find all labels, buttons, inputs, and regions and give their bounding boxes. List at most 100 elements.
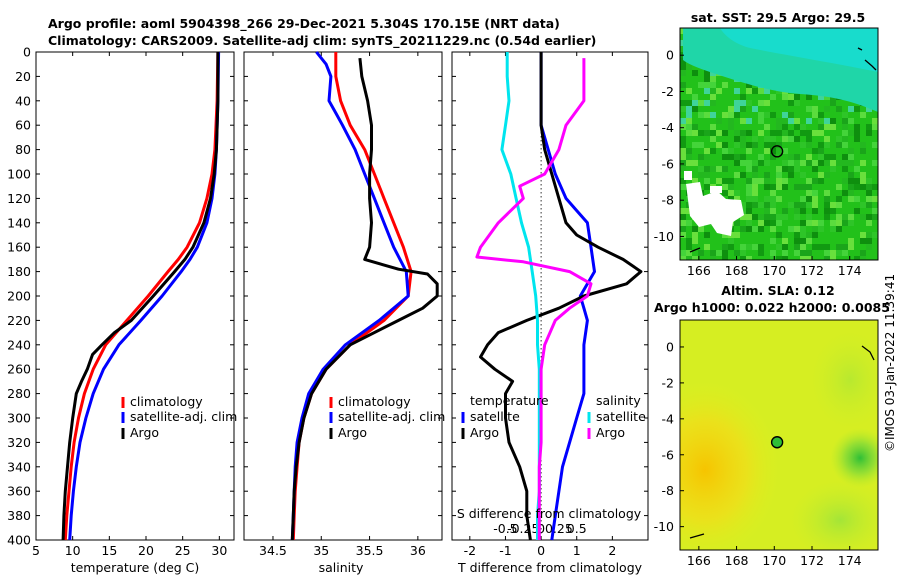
x-tick-label: 35.5: [356, 543, 384, 558]
y-tick-label: 100: [7, 167, 31, 182]
salinity-xlabel: salinity: [319, 560, 364, 575]
map-y-tick-label: -10: [654, 519, 674, 534]
map-y-tick-label: -10: [654, 229, 674, 244]
y-tick-label: 360: [7, 484, 31, 499]
map-y-tick-label: -4: [662, 411, 675, 426]
series-line-argo: [61, 52, 220, 541]
temperature-panel: 0 20 40 60 80 100 120 140 160 180 200 220 240 260 280 3…: [7, 45, 237, 576]
salinity-panel: 34.5 35 35.5 36 salinity climatology satell…: [243, 51, 445, 575]
difference-xlabel-salinity: S difference from climatology: [457, 506, 642, 521]
series-line-t-satellite: [539, 52, 596, 541]
x2-tick-label: -0.25: [507, 521, 539, 536]
sla-map-title: Altim. SLA: 0.12: [721, 283, 834, 298]
legend-label-s-satellite: satellite: [596, 409, 646, 424]
y-tick-label: 80: [15, 142, 31, 157]
y-tick-label: 320: [7, 435, 31, 450]
y-tick-label: 400: [7, 533, 31, 548]
x-tick-label: 15: [101, 543, 117, 558]
y-tick-label: 340: [7, 459, 31, 474]
y-tick-label: 200: [7, 289, 31, 304]
sst-map-frame: [679, 27, 879, 261]
legend-label-climatology: climatology: [130, 394, 203, 409]
temperature-axes-box: [35, 51, 235, 541]
y-tick-label: 300: [7, 411, 31, 426]
salinity-legend: climatology satellite-adj. clim Argo: [329, 394, 445, 440]
y-tick-label: 220: [7, 313, 31, 328]
sst-map-image: [680, 28, 878, 260]
y-tick-label: 40: [15, 93, 31, 108]
legend-label-t-satellite: satellite: [470, 409, 520, 424]
series-line-t-argo: [479, 52, 643, 541]
copyright-stamp: ©IMOS 03-Jan-2022 11:39:41: [883, 274, 897, 452]
series-line-s-argo: [475, 58, 593, 540]
figure-title-line1: Argo profile: aoml 5904398_266 29-Dec-20…: [48, 16, 560, 32]
y-tick-label: 260: [7, 362, 31, 377]
x-tick-label: 10: [65, 543, 81, 558]
x-tick-label: 0: [537, 543, 545, 558]
legend-title-salinity: salinity: [596, 393, 641, 408]
map-y-tick-label: 0: [666, 339, 674, 354]
map-y-tick-label: -8: [662, 193, 675, 208]
series-line-climatology: [63, 51, 220, 541]
map-y-tick-label: -2: [662, 84, 674, 99]
sla-map-frame: [679, 319, 879, 551]
y-tick-label: 160: [7, 240, 31, 255]
map-y-tick-label: -8: [662, 483, 675, 498]
y-tick-label: 380: [7, 508, 31, 523]
x-tick-label: 5: [32, 543, 40, 558]
sst-argo-position-marker: [770, 145, 784, 158]
difference-legend-temperature: temperature satellite Argo: [461, 393, 549, 440]
x-tick-label: 30: [211, 543, 227, 558]
x2-tick-label: 0.5: [567, 521, 587, 536]
map-x-tick-label: 172: [800, 553, 824, 568]
y-tick-label: 180: [7, 264, 31, 279]
x-tick-label: 2: [608, 543, 616, 558]
y-tick-label: 120: [7, 191, 31, 206]
map-y-tick-label: -4: [662, 120, 675, 135]
x-tick-label: -1: [499, 543, 511, 558]
x-tick-label: 34.5: [259, 543, 287, 558]
map-x-tick-label: 168: [725, 263, 749, 278]
x-tick-label: 25: [175, 543, 191, 558]
difference-axes-box: [451, 51, 649, 541]
y-tick-label: 240: [7, 337, 31, 352]
temperature-xlabel: temperature (deg C): [71, 560, 200, 575]
map-x-tick-label: 170: [762, 553, 786, 568]
legend-title-temperature: temperature: [470, 393, 549, 408]
map-y-tick-label: 0: [666, 48, 674, 63]
legend-label-s-argo: Argo: [596, 425, 625, 440]
map-y-tick-label: -6: [662, 156, 675, 171]
sla-map-subtitle: Argo h1000: 0.022 h2000: 0.0085: [654, 300, 890, 315]
map-x-tick-label: 172: [800, 263, 824, 278]
map-x-tick-label: 174: [838, 263, 862, 278]
x-tick-label: 36: [410, 543, 426, 558]
legend-label-climatology: climatology: [338, 394, 411, 409]
series-line-argo: [290, 57, 439, 541]
x-tick-label: 35: [313, 543, 329, 558]
x2-tick-label: -0.5: [493, 521, 517, 536]
map-x-tick-label: 170: [762, 263, 786, 278]
sla-map-image: [680, 320, 878, 550]
y-tick-label: 0: [23, 45, 31, 60]
difference-xlabel-temperature: T difference from climatology: [457, 560, 643, 575]
map-y-tick-label: -6: [662, 447, 675, 462]
legend-label-satellite: satellite-adj. clim: [130, 409, 237, 424]
y-tick-label: 20: [15, 69, 31, 84]
temperature-legend: climatology satellite-adj. clim Argo: [121, 394, 237, 440]
map-x-tick-label: 174: [838, 553, 862, 568]
legend-label-t-argo: Argo: [470, 425, 499, 440]
legend-label-argo: Argo: [338, 425, 367, 440]
map-x-tick-label: 168: [725, 553, 749, 568]
difference-legend-salinity: salinity satellite Argo: [587, 393, 646, 440]
y-tick-label: 140: [7, 215, 31, 230]
map-x-tick-label: 166: [687, 263, 711, 278]
x-tick-label: -2: [464, 543, 476, 558]
sst-map-panel: sat. SST: 29.5 Argo: 29.5 166 168 170 172 17…: [654, 10, 879, 278]
x-tick-label: 20: [138, 543, 154, 558]
legend-label-argo: Argo: [130, 425, 159, 440]
figure-title-line2: Climatology: CARS2009. Satellite-adj cli…: [48, 33, 596, 49]
legend-label-satellite: satellite-adj. clim: [338, 409, 445, 424]
sst-map-title: sat. SST: 29.5 Argo: 29.5: [691, 10, 865, 25]
y-tick-label: 60: [15, 118, 31, 133]
difference-panel: -2 -1 0 1 2-0.5-0.250 0.250.5 T difference fr…: [451, 51, 649, 575]
